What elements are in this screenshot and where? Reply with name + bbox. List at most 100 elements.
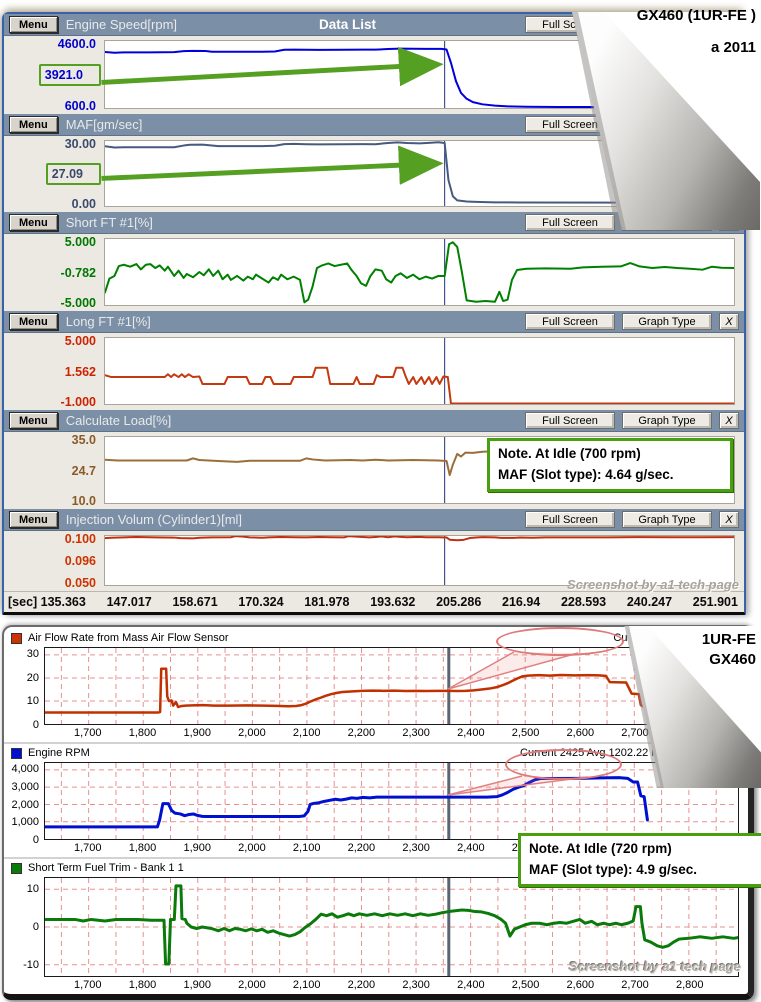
injection-volume-chart	[105, 536, 734, 585]
panel-header: Menu Injection Volum (Cylinder1)[ml] Ful…	[4, 509, 744, 531]
plot-area: 4600.0 3921.0 600.0	[4, 36, 744, 114]
y-max-label: 4600.0	[57, 37, 96, 51]
y-tick-label: 1,000	[11, 816, 39, 829]
plot-area: 5.000 1.562 -1.000	[4, 333, 744, 410]
panel-engine-speed: Menu Engine Speed[rpm] Data List Full Sc…	[4, 14, 744, 114]
chart-box	[44, 877, 739, 977]
series-color-swatch-icon	[11, 862, 22, 874]
full-screen-button[interactable]: Full Screen	[525, 313, 615, 330]
panel-header: Menu Short FT #1[%] Full Screen Graph Ty…	[4, 212, 744, 234]
graph-title: Short Term Fuel Trim - Bank 1 1	[28, 862, 184, 874]
full-screen-button[interactable]: Full Screen	[525, 412, 615, 429]
y-axis-labels: 10 0 -10	[4, 877, 44, 977]
note-box-bottom: Note. At Idle (720 rpm) MAF (Slot type):…	[518, 833, 761, 887]
graph-type-button[interactable]: Graph Type	[622, 511, 712, 528]
y-min-label: 10.0	[71, 494, 96, 508]
menu-button[interactable]: Menu	[9, 313, 58, 330]
y-axis-labels: 5.000 -0.782 -5.000	[4, 234, 104, 311]
note-line: MAF (Slot type): 4.9 g/sec.	[529, 861, 698, 877]
x-tick-label: 1,900	[183, 727, 211, 739]
chart-box	[44, 762, 739, 840]
panel-title: Long FT #1[%]	[65, 314, 151, 329]
menu-button[interactable]: Menu	[9, 214, 58, 231]
chart-box	[44, 647, 739, 725]
y-tick-label: 20	[26, 671, 39, 684]
x-tick-label: 1,800	[128, 727, 157, 739]
graph-stats: Current 2425 Avg 1202.22 Min 679 Max 351…	[520, 747, 741, 759]
x-tick-label: 240.247	[626, 595, 673, 609]
x-tick-label: 2,500	[511, 979, 540, 991]
stft-chart	[45, 878, 738, 976]
graph-air-flow: Air Flow Rate from Mass Air Flow Sensor …	[4, 629, 748, 744]
x-tick-label: 2,400	[457, 979, 485, 991]
graph-body: 10 0 -10	[4, 877, 748, 977]
close-icon[interactable]: X	[719, 116, 739, 133]
panel-header: Menu MAF[gm/sec] Full Screen Graph Type …	[4, 114, 744, 136]
note-line: Note. At Idle (720 rpm)	[529, 841, 672, 856]
x-tick-label: 2,300	[402, 727, 430, 739]
x-tick-label: 228.593	[560, 595, 607, 609]
scantool-window: Air Flow Rate from Mass Air Flow Sensor …	[2, 625, 754, 1000]
close-icon[interactable]: X	[719, 511, 739, 528]
y-current-label: 24.7	[71, 463, 96, 478]
y-max-label: 30.00	[64, 137, 96, 151]
air-flow-chart	[45, 648, 738, 724]
graph-type-button[interactable]: Graph Type	[622, 313, 712, 330]
graph-title: Air Flow Rate from Mass Air Flow Sensor	[28, 632, 229, 644]
y-tick-label: 0	[32, 719, 39, 731]
y-axis-labels: 30 20 10 0	[4, 647, 44, 731]
panel-title: Short FT #1[%]	[65, 215, 153, 230]
full-screen-button[interactable]: Full Screen	[525, 116, 615, 133]
y-axis-labels: 30.00 27.09 0.00	[4, 136, 104, 212]
y-axis-labels: 4600.0 3921.0 600.0	[4, 36, 104, 114]
panel-injection-volume: Menu Injection Volum (Cylinder1)[ml] Ful…	[4, 509, 744, 591]
x-tick-label: 181.978	[304, 595, 350, 609]
y-axis-labels: 35.0 24.7 10.0	[4, 432, 104, 509]
x-tick-label: 2,400	[457, 727, 485, 739]
vehicle-model: GX460	[709, 651, 756, 668]
plot-area: 5.000 -0.782 -5.000	[4, 234, 744, 311]
full-screen-button[interactable]: Full Screen	[525, 214, 615, 231]
x-tick-label: 2,100	[292, 979, 321, 991]
graph-body: 30 20 10 0	[4, 647, 748, 731]
x-tick-label: 2,700	[621, 727, 649, 739]
x-tick-label: 2,000	[238, 842, 266, 854]
y-max-label: 35.0	[71, 433, 96, 447]
x-tick-label: 2,000	[238, 979, 266, 991]
menu-button[interactable]: Menu	[9, 16, 58, 33]
graph-type-button[interactable]: Graph Type	[622, 214, 712, 231]
chart-box	[104, 238, 735, 306]
x-tick-label: 2,700	[621, 979, 649, 991]
menu-button[interactable]: Menu	[9, 412, 58, 429]
menu-button[interactable]: Menu	[9, 116, 58, 133]
full-screen-button[interactable]: Full Screen	[525, 511, 615, 528]
graph-type-button[interactable]: Graph Type	[622, 412, 712, 429]
x-tick-label: 2,600	[566, 727, 595, 739]
y-max-label: 5.000	[64, 334, 96, 348]
y-min-label: 0.050	[64, 576, 96, 590]
graph-stft: Short Term Fuel Trim - Bank 1 1 Current …	[4, 859, 748, 994]
note-line: Note. At Idle (700 rpm)	[498, 446, 641, 461]
x-axis-labels: 1,700 1,800 1,900 2,000 2,100 2,200 2,300 2,400…	[44, 977, 739, 994]
close-icon[interactable]: X	[719, 313, 739, 330]
x-tick-label: 251.901	[692, 595, 738, 609]
panel-long-ft: Menu Long FT #1[%] Full Screen Graph Typ…	[4, 311, 744, 410]
close-icon[interactable]: X	[719, 214, 739, 231]
y-axis-labels: 0.100 0.096 0.050	[4, 531, 104, 591]
panel-title: MAF[gm/sec]	[65, 117, 143, 132]
chart-box	[104, 140, 735, 207]
x-tick-label: 1,900	[183, 979, 211, 991]
close-icon[interactable]: X	[719, 412, 739, 429]
datalist-title: Data List	[319, 17, 377, 32]
x-axis-labels: 1,700 1,800 1,900 2,000 2,100 2,200 2,300 2,400…	[44, 725, 739, 742]
vehicle-model-engine: GX460 (1UR-FE )	[636, 7, 756, 24]
menu-button[interactable]: Menu	[9, 511, 58, 528]
panel-title: Injection Volum (Cylinder1)[ml]	[65, 512, 243, 527]
x-tick-label: 1,800	[128, 979, 157, 991]
vehicle-year: a 2011	[710, 39, 756, 56]
full-screen-button[interactable]: Full Screen	[525, 16, 615, 33]
graph-type-button[interactable]: Graph Type	[622, 116, 712, 133]
y-max-label: 0.100	[64, 532, 96, 546]
x-tick-label: 2,500	[511, 727, 540, 739]
techstream-window: Menu Engine Speed[rpm] Data List Full Sc…	[2, 12, 746, 615]
